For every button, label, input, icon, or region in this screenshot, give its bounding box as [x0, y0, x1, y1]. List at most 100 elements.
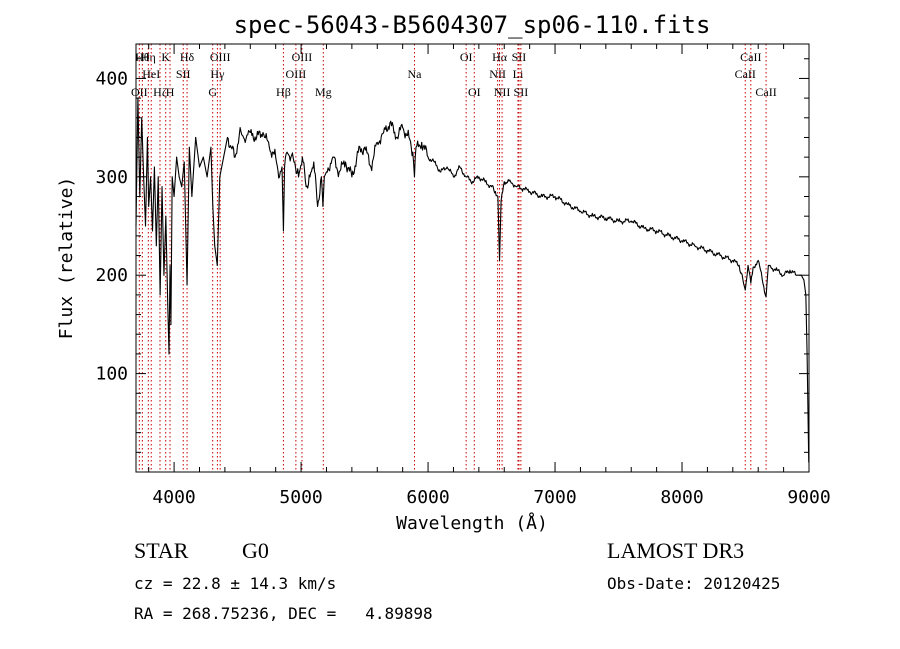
- line-marker-label: Hβ: [276, 85, 291, 99]
- data-point: [364, 146, 366, 148]
- data-point: [191, 196, 193, 198]
- data-point: [452, 176, 454, 178]
- object-class: STAR: [134, 538, 189, 563]
- data-point: [541, 196, 543, 198]
- data-point: [395, 136, 397, 138]
- y-tick-label: 100: [95, 364, 128, 385]
- line-marker-label: CaII: [755, 85, 776, 99]
- data-point: [389, 122, 391, 124]
- data-point: [301, 156, 303, 158]
- data-point: [198, 166, 200, 168]
- x-axis-label: Wavelength (Å): [396, 512, 548, 534]
- data-point: [223, 156, 225, 158]
- series-flux-line: [135, 97, 810, 463]
- data-point: [159, 294, 161, 296]
- data-point: [592, 215, 594, 217]
- data-point: [212, 205, 214, 207]
- data-point: [309, 176, 311, 178]
- line-marker-label: G: [208, 85, 217, 99]
- data-point: [765, 296, 767, 298]
- data-point: [146, 136, 148, 138]
- data-point: [747, 264, 749, 266]
- data-point: [317, 205, 319, 207]
- data-point: [516, 186, 518, 188]
- line-marker-label: HeI: [142, 67, 160, 81]
- data-point: [168, 353, 170, 355]
- data-point: [757, 259, 759, 261]
- data-point: [503, 181, 505, 183]
- data-point: [169, 264, 171, 266]
- data-point: [281, 166, 283, 168]
- data-point: [275, 156, 277, 158]
- data-point: [579, 210, 581, 212]
- line-marker-label: NII: [489, 67, 506, 81]
- data-point: [643, 227, 645, 229]
- data-point: [478, 176, 480, 178]
- x-tick-label: 9000: [787, 487, 830, 508]
- data-point: [459, 166, 461, 168]
- survey-name: LAMOST DR3: [607, 538, 745, 563]
- data-point: [529, 191, 531, 193]
- data-point: [767, 264, 769, 266]
- data-point: [210, 146, 212, 148]
- object-subclass: G0: [242, 538, 269, 563]
- data-point: [141, 117, 143, 119]
- x-tick-label: 6000: [406, 487, 449, 508]
- data-point: [161, 186, 163, 188]
- line-marker-label: NII: [494, 85, 511, 99]
- data-point: [494, 191, 496, 193]
- data-point: [214, 245, 216, 247]
- data-point: [732, 259, 734, 261]
- series-layer: [135, 97, 810, 463]
- redshift-velocity: cz = 22.8 ± 14.3 km/s: [134, 574, 337, 593]
- line-marker-label: OI: [468, 85, 481, 99]
- data-point: [770, 266, 772, 268]
- data-point: [402, 127, 404, 129]
- data-point: [322, 205, 324, 207]
- data-point: [163, 274, 165, 276]
- data-point: [234, 156, 236, 158]
- data-point: [216, 264, 218, 266]
- data-point: [320, 176, 322, 178]
- data-point: [750, 282, 752, 284]
- line-marker-label: Hζ: [153, 85, 167, 99]
- data-point: [286, 151, 288, 153]
- data-point: [150, 176, 152, 178]
- line-marker-label: Hα: [492, 50, 508, 64]
- data-point: [305, 186, 307, 188]
- observation-date: Obs-Date: 20120425: [607, 574, 781, 593]
- x-tick-label: 4000: [152, 487, 195, 508]
- line-marker-label: CaII: [735, 67, 756, 81]
- data-point: [171, 176, 173, 178]
- x-tick-label: 8000: [660, 487, 703, 508]
- data-point: [298, 176, 300, 178]
- data-point: [284, 166, 286, 168]
- data-point: [152, 230, 154, 232]
- data-point: [744, 289, 746, 291]
- data-point: [351, 176, 353, 178]
- data-point: [630, 220, 632, 222]
- data-point: [176, 156, 178, 158]
- data-point: [522, 188, 524, 190]
- data-point: [338, 171, 340, 173]
- line-marker-label: OIII: [292, 50, 313, 64]
- data-point: [294, 161, 296, 163]
- data-point: [282, 230, 284, 232]
- data-point: [249, 132, 251, 134]
- coordinates: RA = 268.75236, DEC = 4.89898: [134, 604, 433, 623]
- y-tick-label: 400: [95, 68, 128, 89]
- data-point: [262, 132, 264, 134]
- data-point: [618, 220, 620, 222]
- data-point: [230, 146, 232, 148]
- data-point: [668, 235, 670, 237]
- chart-title: spec-56043-B5604307_sp06-110.fits: [234, 11, 711, 39]
- data-point: [465, 176, 467, 178]
- data-point: [167, 304, 169, 306]
- data-point: [681, 240, 683, 242]
- data-point: [290, 156, 292, 158]
- data-point: [484, 181, 486, 183]
- data-point: [157, 176, 159, 178]
- data-point: [173, 196, 175, 198]
- data-point: [433, 161, 435, 163]
- data-point: [178, 176, 180, 178]
